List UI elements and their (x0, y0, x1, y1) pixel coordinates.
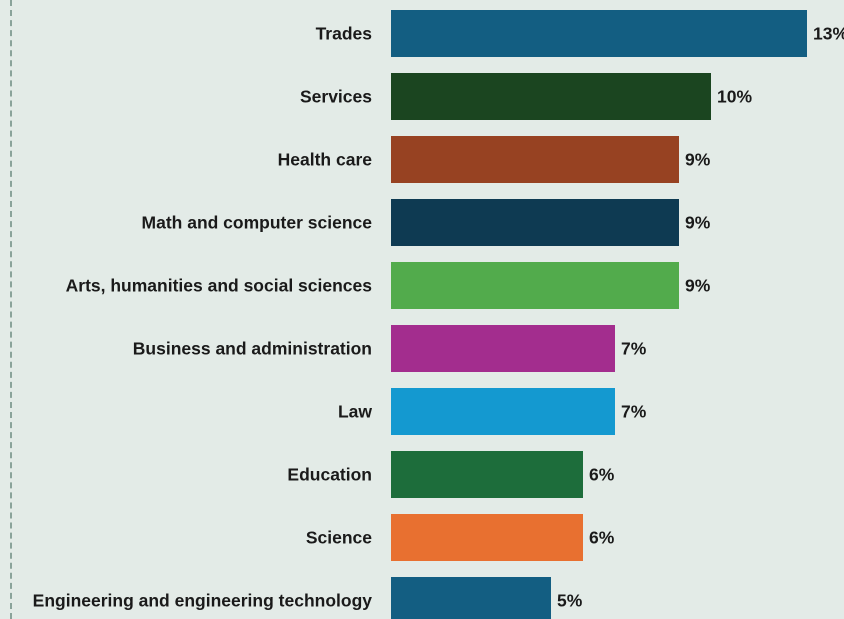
category-label: Health care (278, 150, 373, 170)
value-label: 6% (589, 528, 615, 548)
value-label: 9% (685, 276, 711, 296)
bar (391, 73, 711, 120)
value-label: 5% (557, 591, 583, 611)
value-label: 6% (589, 465, 615, 485)
value-label: 9% (685, 213, 711, 233)
value-label: 7% (621, 402, 647, 422)
value-label: 13% (813, 24, 844, 44)
bar (391, 136, 679, 183)
category-label: Engineering and engineering technology (33, 591, 373, 611)
bar (391, 514, 583, 561)
category-label: Arts, humanities and social sciences (66, 276, 373, 296)
category-label: Services (300, 87, 372, 107)
category-label: Science (306, 528, 372, 548)
bar (391, 10, 807, 57)
category-label: Trades (316, 24, 373, 44)
bar (391, 388, 615, 435)
bar (391, 262, 679, 309)
category-label: Law (338, 402, 372, 422)
bar (391, 577, 551, 619)
category-label: Education (287, 465, 372, 485)
dashed-frame-border (10, 0, 12, 619)
value-label: 7% (621, 339, 647, 359)
bar (391, 199, 679, 246)
category-label: Math and computer science (142, 213, 373, 233)
category-label: Business and administration (133, 339, 372, 359)
bar (391, 325, 615, 372)
value-label: 9% (685, 150, 711, 170)
bar (391, 451, 583, 498)
value-label: 10% (717, 87, 752, 107)
